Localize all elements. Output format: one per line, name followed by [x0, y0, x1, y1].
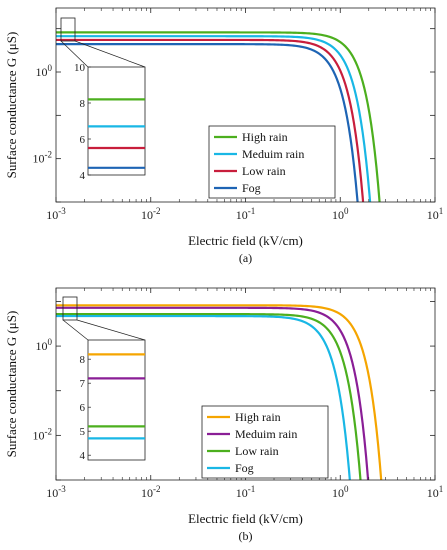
y-tick-label: 100	[36, 63, 53, 79]
legend-entry: High rain	[235, 410, 281, 424]
inset-y-tick-label: 4	[80, 170, 86, 182]
inset-y-tick-label: 10	[74, 62, 86, 74]
plot-area	[56, 304, 383, 480]
inset-chart: 4 5 6 7 8	[80, 339, 146, 462]
x-tick-label: 10-1	[236, 484, 256, 500]
inset-chart: 4 6 8 10	[74, 62, 146, 182]
legend: High rain Meduim rain Low rain Fog	[208, 125, 336, 199]
inset-y-tick-label: 8	[80, 98, 86, 110]
x-tick-label: 10-1	[236, 206, 256, 222]
zoom-box	[62, 296, 78, 321]
x-tick-label: 100	[332, 206, 349, 222]
inset-y-tick-label: 4	[80, 450, 86, 462]
x-axis-label: Electric field (kV/cm)	[188, 233, 303, 248]
x-tick-label: 101	[427, 206, 444, 222]
panel-label: (a)	[239, 251, 252, 265]
series-line-low-rain	[56, 313, 362, 480]
inset-y-tick-label: 5	[80, 426, 86, 438]
y-tick-label: 10-2	[33, 426, 53, 442]
x-tick-label: 10-2	[141, 484, 161, 500]
series-line-fog	[56, 43, 359, 202]
x-axis-label: Electric field (kV/cm)	[188, 511, 303, 526]
legend: High rain Meduim rain Low rain Fog	[201, 405, 329, 479]
inset-y-tick-label: 8	[80, 354, 86, 366]
zoom-box	[60, 17, 76, 42]
x-tick-label: 10-2	[141, 206, 161, 222]
panel-label: (b)	[239, 529, 253, 543]
x-tick-label: 10-3	[46, 484, 66, 500]
x-tick-label: 10-3	[46, 206, 66, 222]
inset-frame	[87, 339, 146, 461]
legend-entry: High rain	[242, 130, 288, 144]
chart-panel-a: 10-3 10-2 10-1 100 101 10-2 100 Electric field …	[4, 7, 444, 265]
series-line-meduim-rain	[56, 35, 372, 202]
inset-y-tick-label: 7	[80, 378, 86, 390]
legend-entry: Low rain	[235, 444, 279, 458]
series-line-low-rain	[56, 38, 365, 202]
y-tick-label: 100	[36, 337, 53, 353]
series-line-meduim-rain	[56, 306, 370, 480]
chart-panel-b: 10-3 10-2 10-1 100 101 10-2 100 Electric field …	[4, 287, 444, 543]
zoom-connector	[62, 319, 89, 341]
inset-y-tick-label: 6	[80, 134, 86, 146]
legend-entry: Low rain	[242, 164, 286, 178]
x-tick-label: 100	[332, 484, 349, 500]
x-tick-label: 101	[427, 484, 444, 500]
legend-entry: Fog	[235, 461, 254, 475]
series-line-fog	[56, 314, 351, 480]
series-line-high-rain	[56, 304, 383, 480]
y-axis-label: Surface conductance G (μS)	[4, 32, 19, 179]
zoom-connector	[76, 319, 146, 341]
legend-entry: Fog	[242, 181, 261, 195]
series-line-high-rain	[56, 31, 381, 202]
y-tick-label: 10-2	[33, 150, 53, 166]
zoom-connector	[74, 40, 146, 68]
legend-entry: Meduim rain	[235, 427, 297, 441]
y-axis-label: Surface conductance G (μS)	[4, 311, 19, 458]
inset-y-tick-label: 6	[80, 402, 86, 414]
zoom-connector	[60, 40, 89, 68]
legend-entry: Meduim rain	[242, 147, 304, 161]
inset-frame	[87, 66, 146, 176]
plot-area	[56, 31, 381, 202]
